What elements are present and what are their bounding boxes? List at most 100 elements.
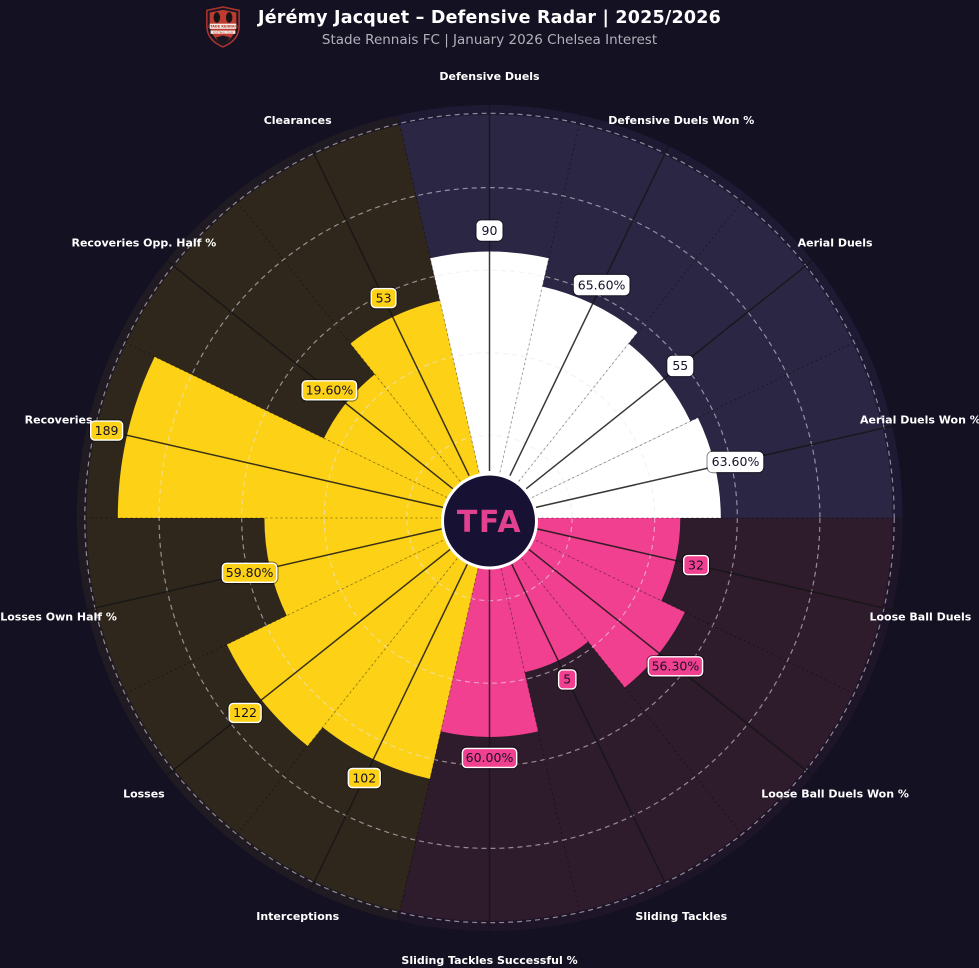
param-label-defensive-duels: Defensive Duels [439, 70, 540, 83]
value-box-shadow [460, 746, 519, 770]
spoke-center [166, 546, 454, 777]
spoke-boundary [397, 563, 480, 921]
spoke-boundary [518, 554, 748, 842]
value-box-shadow [346, 766, 383, 790]
param-label-aerial-duels-won: Aerial Duels Won % [860, 414, 979, 427]
value-box-shadow [220, 561, 279, 585]
spoke-boundary [499, 563, 582, 921]
value-label-recoveries: 189 [95, 423, 119, 438]
spoke-boundary [531, 338, 862, 499]
spoke-center [509, 145, 670, 476]
spoke-boundary [499, 115, 582, 473]
slice-recoveries-opp-half [323, 374, 490, 518]
value-box-loose-ball-duels-won [647, 656, 704, 677]
header: STADE RENNAIS FOOTBALL CLUB Jérémy Jacqu… [0, 0, 979, 48]
value-box-shadow [666, 354, 695, 378]
spoke-center [309, 145, 470, 476]
param-label-defensive-duels-won: Defensive Duels Won % [608, 114, 754, 127]
slice-loose-ball-duels [489, 518, 681, 601]
value-label-clearances: 53 [376, 290, 392, 305]
spoke-center [166, 259, 454, 490]
spoke-center [309, 560, 470, 891]
value-box-aerial-duels-won [707, 451, 764, 473]
value-box-defensive-duels-won [573, 274, 630, 296]
value-label-losses: 122 [233, 705, 257, 720]
spoke-boundary [397, 115, 480, 473]
slice-recoveries [117, 356, 490, 518]
spoke-center [509, 560, 670, 891]
spoke-boundary [231, 554, 461, 842]
value-box-shadow [88, 419, 125, 442]
value-box-losses-own-half [221, 562, 278, 583]
value-box-shadow [556, 668, 578, 691]
value-label-recoveries-opp-half: 19.60% [306, 383, 354, 398]
gridline-circle [84, 112, 895, 924]
value-label-interceptions: 102 [352, 770, 376, 785]
param-label-losses-own-half: Losses Own Half % [0, 610, 117, 623]
value-box-recoveries-opp-half [301, 380, 358, 401]
value-box-clearances [370, 287, 397, 309]
slice-defensive-duels-won [489, 286, 638, 518]
crest-emblem-right [225, 12, 233, 23]
value-label-loose-ball-duels-won: 56.30% [652, 659, 700, 674]
value-label-sliding-tackles-successful: 60.00% [466, 750, 514, 765]
param-label-sliding-tackles: Sliding Tackles [635, 910, 727, 923]
slice-aerial-duels [489, 343, 691, 518]
spoke-boundary [518, 194, 748, 482]
spoke-boundary [117, 537, 448, 698]
tfa-badge: TFA [441, 472, 538, 570]
value-label-aerial-duels: 55 [672, 358, 688, 373]
param-label-loose-ball-duels-won: Loose Ball Duels Won % [761, 788, 909, 801]
value-box-interceptions [347, 767, 381, 789]
value-box-shadow [572, 273, 631, 297]
value-box-shadow [646, 654, 705, 678]
crest-bottom [215, 35, 231, 45]
value-box-shadow [681, 553, 711, 577]
param-label-loose-ball-duels: Loose Ball Duels [869, 610, 971, 623]
param-label-losses: Losses [123, 788, 165, 801]
slice-loose-ball-duels-won [489, 518, 685, 688]
value-label-defensive-duels: 90 [482, 223, 498, 238]
param-label-sliding-tackles-successful: Sliding Tackles Successful % [401, 954, 577, 967]
param-label-clearances: Clearances [264, 114, 332, 127]
page-subtitle: Stade Rennais FC | January 2026 Chelsea … [321, 32, 658, 48]
crest-band-sub-text: FOOTBALL CLUB [213, 30, 233, 34]
slice-clearances [350, 300, 490, 518]
value-box-aerial-duels [667, 355, 694, 377]
spoke-center [535, 527, 893, 611]
crest-band-main [209, 23, 237, 29]
param-label-recoveries: Recoveries [25, 414, 93, 427]
value-box-shadow [300, 379, 359, 402]
crest-band-sub [210, 30, 236, 34]
value-box-loose-ball-duels [683, 554, 710, 576]
gridline-circle [158, 187, 821, 849]
value-box-sliding-tackles-successful [461, 747, 518, 769]
spoke-boundary [231, 194, 461, 482]
chart-canvas: 90 65.60% 55 63.60% 32 56.30% 5 60.00% 102 122 59.… [0, 70, 979, 967]
value-box-defensive-duels [476, 220, 503, 241]
spoke-center [86, 425, 444, 509]
value-box-sliding-tackles [557, 669, 577, 690]
value-box-shadow [369, 286, 398, 310]
page-title: Jérémy Jacquet – Defensive Radar | 2025/… [257, 8, 721, 28]
slice-interceptions [322, 518, 490, 779]
crest-band-main-text: STADE RENNAIS [208, 25, 239, 29]
club-logo: STADE RENNAIS FOOTBALL CLUB [206, 6, 240, 48]
value-label-aerial-duels-won: 63.60% [712, 454, 760, 469]
value-box-shadow [475, 219, 504, 242]
value-label-loose-ball-duels: 32 [688, 557, 704, 572]
value-label-sliding-tackles: 5 [563, 672, 571, 687]
param-label-recoveries-opp-half: Recoveries Opp. Half % [71, 236, 216, 249]
value-label-losses-own-half: 59.80% [226, 565, 274, 580]
slice-aerial-duels-won [489, 417, 721, 518]
value-label-defensive-duels-won: 65.60% [578, 277, 626, 292]
spoke-boundary [531, 537, 862, 698]
crest-emblem-left [213, 12, 221, 23]
value-box-shadow [706, 450, 765, 474]
spoke-boundary [117, 338, 448, 499]
tfa-badge-circle [444, 475, 535, 567]
value-box-recoveries [89, 420, 124, 441]
value-box-shadow [227, 701, 263, 725]
